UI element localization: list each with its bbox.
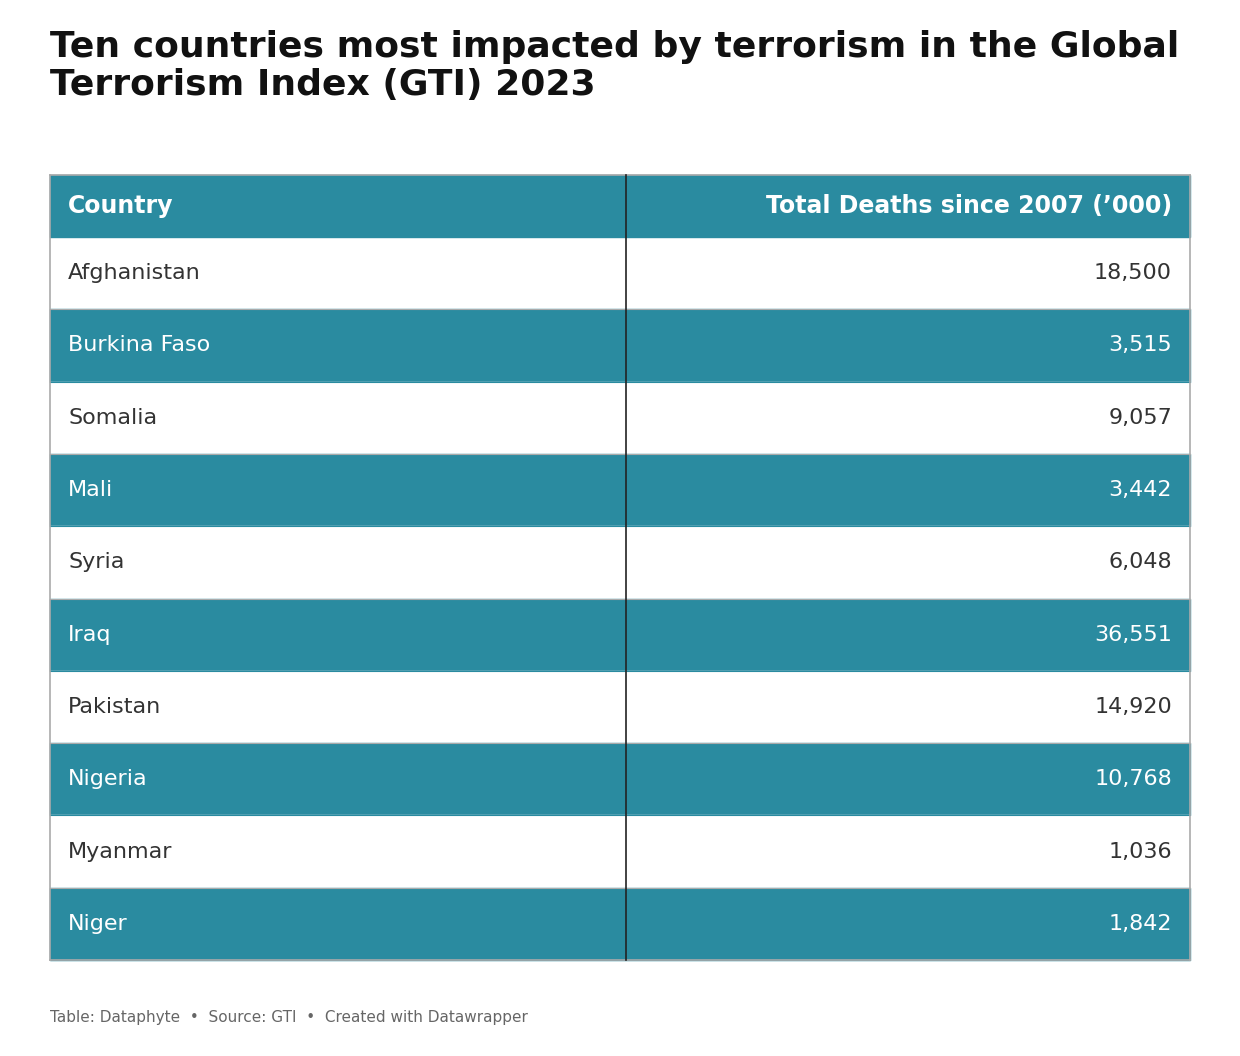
Bar <box>50 381 1190 454</box>
Text: 36,551: 36,551 <box>1094 625 1172 644</box>
Bar <box>50 175 1190 237</box>
Bar <box>50 309 1190 381</box>
Text: Mali: Mali <box>68 480 113 501</box>
Text: Afghanistan: Afghanistan <box>68 263 201 283</box>
Bar <box>50 526 1190 599</box>
Text: 3,442: 3,442 <box>1109 480 1172 501</box>
Text: Total Deaths since 2007 (’000): Total Deaths since 2007 (’000) <box>766 194 1172 218</box>
Text: Myanmar: Myanmar <box>68 842 172 862</box>
Text: 10,768: 10,768 <box>1094 769 1172 789</box>
Text: Somalia: Somalia <box>68 408 157 428</box>
Text: 3,515: 3,515 <box>1109 336 1172 356</box>
Text: Nigeria: Nigeria <box>68 769 148 789</box>
Text: 14,920: 14,920 <box>1094 697 1172 717</box>
Text: Syria: Syria <box>68 552 124 572</box>
Text: Niger: Niger <box>68 913 128 934</box>
Text: Country: Country <box>68 194 174 218</box>
Text: Terrorism Index (GTI) 2023: Terrorism Index (GTI) 2023 <box>50 68 595 102</box>
Bar <box>50 815 1190 888</box>
Text: 1,842: 1,842 <box>1109 913 1172 934</box>
Bar <box>50 671 1190 743</box>
Text: Table: Dataphyte  •  Source: GTI  •  Created with Datawrapper: Table: Dataphyte • Source: GTI • Created… <box>50 1010 528 1025</box>
Bar <box>50 599 1190 671</box>
Text: 6,048: 6,048 <box>1109 552 1172 572</box>
Text: 9,057: 9,057 <box>1109 408 1172 428</box>
Text: Burkina Faso: Burkina Faso <box>68 336 211 356</box>
Text: 1,036: 1,036 <box>1109 842 1172 862</box>
Bar <box>50 237 1190 309</box>
Text: Ten countries most impacted by terrorism in the Global: Ten countries most impacted by terrorism… <box>50 30 1179 64</box>
Text: Pakistan: Pakistan <box>68 697 161 717</box>
Bar <box>50 888 1190 960</box>
Text: 18,500: 18,500 <box>1094 263 1172 283</box>
Text: Iraq: Iraq <box>68 625 112 644</box>
Bar <box>50 743 1190 815</box>
Bar <box>50 454 1190 526</box>
